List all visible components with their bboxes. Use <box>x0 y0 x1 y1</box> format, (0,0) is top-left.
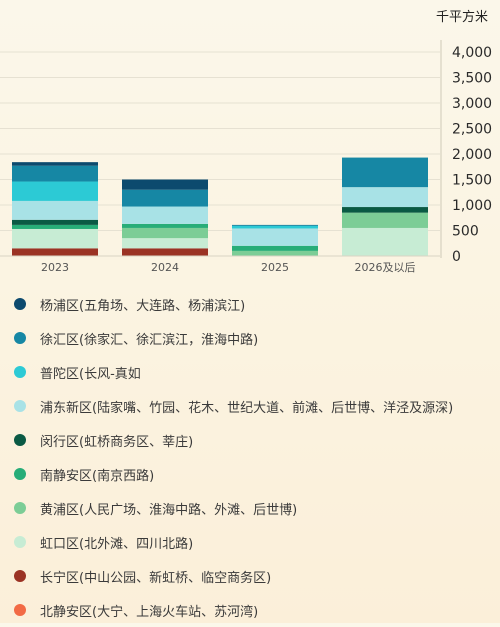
legend-item: 浦东新区(陆家嘴、竹园、花木、世纪大道、前滩、后世博、洋泾及源深) <box>14 389 494 423</box>
y-tick-label: 1,500 <box>452 173 492 189</box>
y-tick-label: 2,500 <box>452 122 492 138</box>
legend-item: 闵行区(虹桥商务区、莘庄) <box>14 423 494 457</box>
legend-swatch-icon <box>14 536 26 548</box>
y-tick-label: 2,000 <box>452 147 492 163</box>
bar-segment <box>122 248 208 256</box>
bar-segment <box>122 238 208 249</box>
bar-segment <box>12 165 98 182</box>
legend-label: 北静安区(大宁、上海火车站、苏河湾) <box>40 604 259 620</box>
x-tick-label: 2025 <box>261 261 289 274</box>
bar-segment <box>122 189 208 207</box>
y-tick-label: 500 <box>452 224 479 240</box>
legend-label: 南静安区(南京西路) <box>40 468 155 484</box>
legend-label: 长宁区(中山公园、新虹桥、临空商务区) <box>40 570 272 586</box>
bar-segment <box>12 228 98 249</box>
legend-swatch-icon <box>14 502 26 514</box>
legend-item: 普陀区(长风-真如 <box>14 355 494 389</box>
chart-legend: 杨浦区(五角场、大连路、杨浦滨江) 徐汇区(徐家汇、徐汇滨江，淮海中路) 普陀区(长… <box>14 287 494 627</box>
bar-segment <box>232 245 318 251</box>
y-tick-label: 3,500 <box>452 71 492 87</box>
legend-label: 徐汇区(徐家汇、徐汇滨江，淮海中路) <box>40 332 259 348</box>
bar-segment <box>122 227 208 239</box>
legend-item: 长宁区(中山公园、新虹桥、临空商务区) <box>14 559 494 593</box>
y-tick-label: 1,000 <box>452 198 492 214</box>
legend-item: 南静安区(南京西路) <box>14 457 494 491</box>
bar-segment <box>12 162 98 166</box>
legend-item: 徐汇区(徐家汇、徐汇滨江，淮海中路) <box>14 321 494 355</box>
legend-swatch-icon <box>14 298 26 310</box>
legend-item: 杨浦区(五角场、大连路、杨浦滨江) <box>14 287 494 321</box>
legend-label: 黄浦区(人民广场、淮海中路、外滩、后世博) <box>40 502 298 518</box>
legend-swatch-icon <box>14 604 26 616</box>
legend-swatch-icon <box>14 400 26 412</box>
bar-segment <box>122 206 208 224</box>
legend-swatch-icon <box>14 468 26 480</box>
bar-segment <box>122 179 208 190</box>
legend-item: 黄浦区(人民广场、淮海中路、外滩、后世博) <box>14 491 494 525</box>
bar-segment <box>342 227 428 256</box>
legend-swatch-icon <box>14 434 26 446</box>
bar-segment <box>12 248 98 256</box>
bar-segment <box>232 228 318 246</box>
bar-segment <box>232 250 318 256</box>
bar-segment <box>232 224 318 226</box>
legend-swatch-icon <box>14 366 26 378</box>
x-tick-label: 2026及以后 <box>355 261 416 274</box>
legend-swatch-icon <box>14 570 26 582</box>
y-tick-label: 0 <box>452 249 461 265</box>
legend-item: 北静安区(大宁、上海火车站、苏河湾) <box>14 593 494 627</box>
legend-item: 虹口区(北外滩、四川北路) <box>14 525 494 559</box>
legend-label: 普陀区(长风-真如 <box>40 366 141 382</box>
bar-segment <box>232 225 318 229</box>
x-tick-label: 2024 <box>151 261 179 274</box>
bar-segment <box>12 181 98 201</box>
legend-swatch-icon <box>14 332 26 344</box>
bar-segment <box>342 157 428 188</box>
bar-segment <box>12 224 98 229</box>
stacked-bar-chart: 0 500 1,000 1,500 2,000 2,500 3,000 3,500 4,000 2… <box>0 0 500 280</box>
legend-label: 杨浦区(五角场、大连路、杨浦滨江) <box>40 298 246 314</box>
y-tick-label: 4,000 <box>452 45 492 61</box>
bar-segment <box>122 223 208 228</box>
y-tick-label: 3,000 <box>452 96 492 112</box>
chart-canvas: 0 500 1,000 1,500 2,000 2,500 3,000 3,500 4,000 2… <box>0 40 492 274</box>
bar-segment <box>12 219 98 225</box>
bar-segment <box>342 207 428 213</box>
legend-label: 虹口区(北外滩、四川北路) <box>40 536 194 552</box>
x-tick-label: 2023 <box>41 261 69 274</box>
y-axis-unit: 千平方米 <box>435 10 488 25</box>
bar-segment <box>342 187 428 208</box>
legend-label: 浦东新区(陆家嘴、竹园、花木、世纪大道、前滩、后世博、洋泾及源深) <box>40 400 454 416</box>
bar-segment <box>342 212 428 228</box>
legend-label: 闵行区(虹桥商务区、莘庄) <box>40 434 194 450</box>
bar-segment <box>12 200 98 220</box>
